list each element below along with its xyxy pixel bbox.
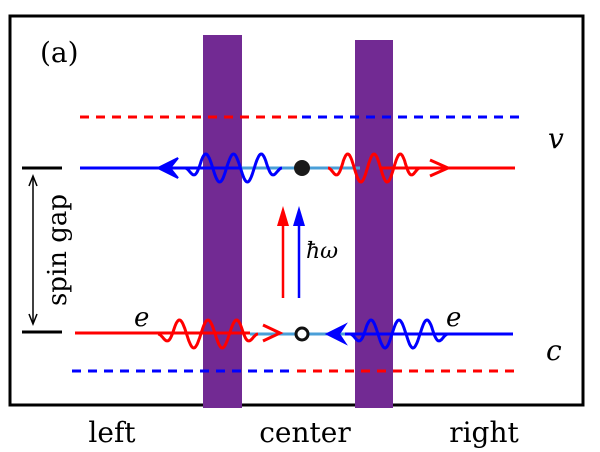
photon-wave-valence-left — [184, 152, 283, 184]
panel-label: (a) — [40, 36, 79, 69]
arrow-up-icon — [277, 206, 289, 226]
right-barrier — [355, 40, 393, 408]
double-arrow-icon — [28, 173, 38, 327]
arrow-left-icon — [155, 157, 179, 179]
photon-wave-conduction-left — [157, 318, 259, 350]
position-left: left — [88, 416, 136, 449]
electron-label-right: e — [446, 303, 461, 333]
left-barrier — [203, 35, 242, 408]
arrow-up-icon — [293, 206, 305, 226]
photon-label: ħω — [306, 239, 338, 264]
hole-dot — [294, 160, 310, 176]
gap-label: spin gap — [43, 194, 73, 306]
frame — [8, 14, 585, 407]
arrow-right-icon — [429, 158, 452, 178]
photon-wave-valence-right — [327, 152, 421, 184]
position-center: center — [259, 416, 351, 449]
photon-wave-conduction-right — [349, 318, 449, 350]
conduction-label: c — [546, 334, 562, 367]
arrow-right-icon — [262, 323, 284, 343]
electron-circle — [294, 326, 310, 342]
valence-label: v — [548, 122, 564, 155]
arrow-left-icon — [324, 322, 348, 346]
position-right: right — [449, 416, 519, 449]
electron-label-left: e — [134, 303, 149, 333]
